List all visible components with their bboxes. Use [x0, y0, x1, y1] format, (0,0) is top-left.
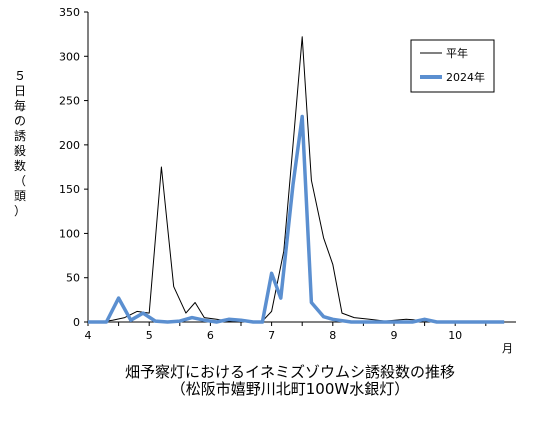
legend: 平年 2024年 — [410, 39, 495, 93]
y-label-char: の — [14, 114, 26, 128]
y-label-char: 誘 — [14, 129, 26, 143]
y-tick-label: 200 — [59, 139, 80, 152]
y-label-char: 頭 — [14, 189, 26, 203]
y-label-char: ５ — [14, 69, 26, 83]
y-tick-label: 50 — [66, 272, 80, 285]
y-tick-label: 350 — [59, 6, 80, 19]
y-label-char: 殺 — [14, 144, 26, 158]
legend-box — [410, 39, 495, 93]
chart-title: 畑予察灯におけるイネミズゾウムシ誘殺数の推移 — [125, 363, 455, 381]
y-tick-label: 150 — [59, 183, 80, 196]
y-tick-label: 250 — [59, 95, 80, 108]
y-tick-label: 100 — [59, 227, 80, 240]
series-layer — [88, 36, 505, 324]
y-label-char: 日 — [14, 84, 26, 98]
y-label-char: ） — [14, 204, 26, 218]
x-tick-label: 5 — [146, 329, 153, 342]
x-ticks: 4 5 6 7 8 9 10 — [85, 322, 487, 342]
x-tick-label: 8 — [329, 329, 336, 342]
x-tick-label: 7 — [268, 329, 275, 342]
y-label-char: （ — [14, 174, 26, 188]
series-line-1 — [88, 114, 505, 324]
y-ticks: 0 50 100 150 200 250 300 350 — [59, 6, 88, 329]
chart-subtitle: （松阪市嬉野川北町100W水銀灯） — [171, 380, 409, 398]
y-tick-label: 0 — [73, 316, 80, 329]
y-label-char: 毎 — [14, 98, 26, 113]
x-tick-label: 4 — [85, 329, 92, 342]
legend-label-heinen: 平年 — [446, 46, 468, 60]
y-label-char: 数 — [14, 158, 26, 173]
legend-label-2024: 2024年 — [446, 70, 485, 84]
x-unit-label: 月 — [502, 342, 513, 355]
x-tick-label: 10 — [448, 329, 462, 342]
y-tick-label: 300 — [59, 50, 80, 63]
x-tick-label: 6 — [207, 329, 214, 342]
x-tick-label: 9 — [391, 329, 398, 342]
